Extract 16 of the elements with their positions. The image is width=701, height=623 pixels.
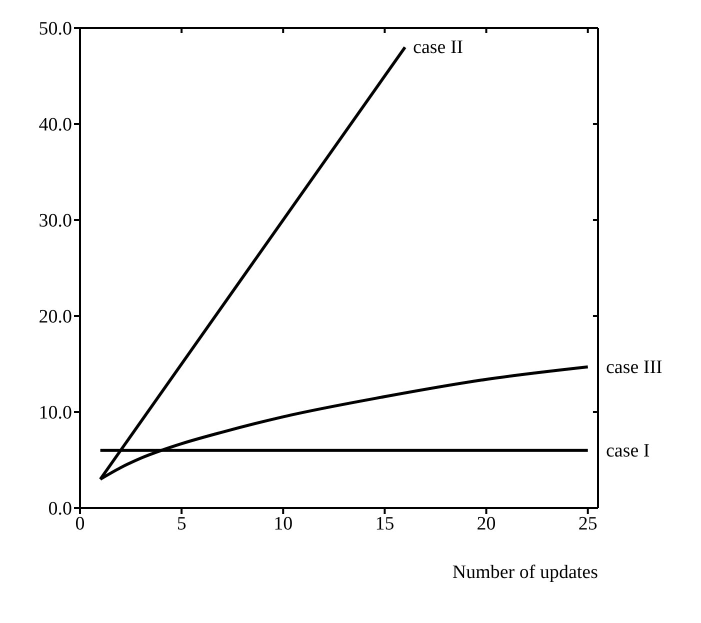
y-tick-label: 20.0 — [38, 306, 72, 328]
x-tick-label: 25 — [578, 513, 598, 534]
y-tick-label: 40.0 — [38, 114, 72, 136]
y-tick-label: 30.0 — [38, 210, 72, 232]
series-label: case I — [606, 440, 650, 462]
x-axis-title: Number of updates — [452, 562, 598, 583]
x-tick-label: 5 — [176, 513, 186, 534]
x-tick-label: 20 — [476, 513, 496, 534]
x-tick-label: 15 — [375, 513, 394, 534]
x-tick-label: 0 — [75, 513, 85, 534]
x-tick-label: 10 — [274, 513, 293, 534]
y-tick-label: 0.0 — [48, 498, 72, 520]
y-tick-label: 10.0 — [38, 402, 72, 424]
series-label: case III — [606, 356, 662, 378]
series-label: case II — [413, 37, 464, 58]
y-tick-label: 50.0 — [38, 18, 72, 40]
